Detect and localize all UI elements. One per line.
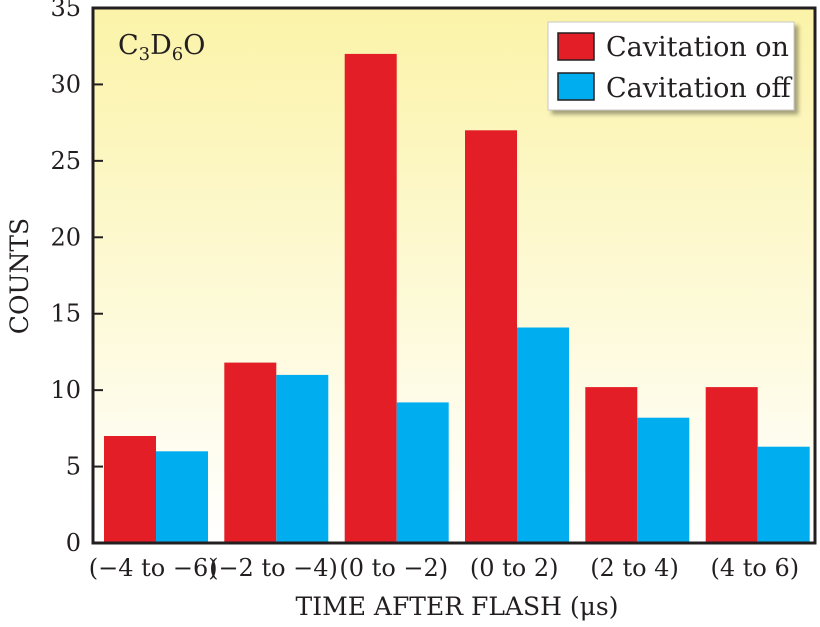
bar-cavitation-off-3 xyxy=(396,402,449,543)
legend-label-cavitation-off: Cavitation off xyxy=(606,73,793,104)
bar-cavitation-off-5 xyxy=(637,417,690,543)
bar-cavitation-off-2 xyxy=(276,374,329,543)
x-tick-label: (2 to 4) xyxy=(590,554,679,582)
bar-cavitation-on-4 xyxy=(465,130,517,544)
bar-cavitation-on-1 xyxy=(104,436,156,543)
plot-frame xyxy=(91,6,817,545)
bar-cavitation-on-6 xyxy=(705,387,758,543)
legend-swatch-cavitation-on xyxy=(557,32,595,61)
y-axis-label: COUNTS xyxy=(5,218,34,334)
bar-cavitation-off-6 xyxy=(757,446,810,543)
y-tick-label: 0 xyxy=(66,529,81,557)
y-tick-label: 25 xyxy=(50,147,81,175)
y-tick-label: 15 xyxy=(50,300,81,328)
y-tick-label: 10 xyxy=(50,376,81,404)
x-tick-label: (0 to −2) xyxy=(339,554,448,582)
legend-label-cavitation-on: Cavitation on xyxy=(606,32,789,63)
y-tick-label: 5 xyxy=(66,453,81,481)
x-axis-label: TIME AFTER FLASH (μs) xyxy=(296,592,619,621)
legend: Cavitation on Cavitation off xyxy=(547,21,795,111)
bar-cavitation-on-3 xyxy=(344,53,397,544)
x-tick-label: (−4 to −6) xyxy=(89,554,218,582)
y-tick-label: 35 xyxy=(50,0,81,22)
y-axis-ticks: 0 5 10 15 20 25 30 35 xyxy=(50,0,103,557)
bars-layer xyxy=(104,53,810,544)
formula-annotation: C3D6O xyxy=(118,30,205,65)
legend-swatch-cavitation-off xyxy=(557,72,595,101)
bar-cavitation-on-5 xyxy=(585,387,638,543)
x-tick-label: (0 to 2) xyxy=(470,554,559,582)
y-tick-label: 30 xyxy=(50,70,81,98)
x-tick-label: (4 to 6) xyxy=(710,554,799,582)
x-axis-ticks: (−4 to −6)(−2 to −4) (0 to −2) (0 to 2) (2 … xyxy=(89,554,799,582)
x-tick-label: (−2 to −4) xyxy=(209,554,338,582)
bar-cavitation-on-2 xyxy=(224,362,277,543)
bar-cavitation-off-4 xyxy=(517,327,569,543)
bar-cavitation-off-1 xyxy=(156,451,208,543)
y-tick-label: 20 xyxy=(50,223,81,251)
